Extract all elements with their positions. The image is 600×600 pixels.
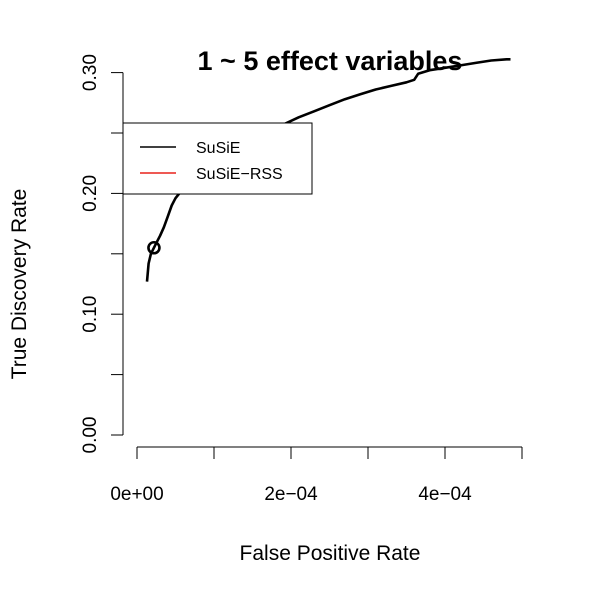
y-tick-label: 0.10 [80, 296, 101, 333]
y-axis-label: True Discovery Rate [8, 189, 31, 380]
legend-box [122, 122, 313, 195]
y-tick-label: 0.30 [80, 54, 101, 91]
y-tick-label: 0.20 [80, 175, 101, 212]
y-tick-label: 0.00 [80, 417, 101, 454]
chart-title: 1 ~ 5 effect variables [198, 46, 463, 76]
x-tick-label: 2e−04 [264, 484, 318, 505]
legend-label: SuSiE [196, 140, 240, 157]
series-point-marker [147, 240, 161, 255]
x-tick-label: 4e−04 [418, 484, 472, 505]
x-axis-label: False Positive Rate [240, 542, 421, 565]
legend-label: SuSiE−RSS [196, 166, 283, 183]
axes: 0e+00 2e−04 4e−04 0.00 0.10 0.20 0.30 [80, 54, 523, 505]
x-tick-label: 0e+00 [110, 484, 163, 505]
legend: SuSiE SuSiE−RSS [122, 122, 313, 195]
